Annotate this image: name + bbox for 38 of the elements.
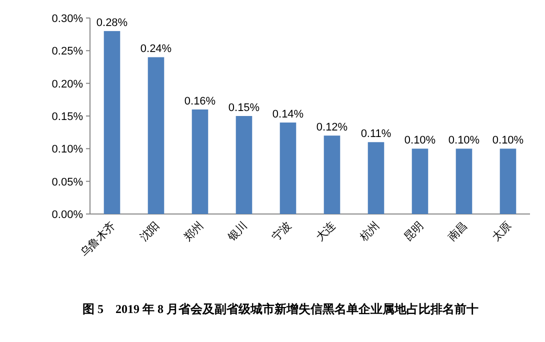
caption: 图 5 2019 年 8 月省会及副省级城市新增失信黑名单企业属地占比排名前十 <box>82 302 478 316</box>
y-tick-label: 0.05% <box>52 176 84 188</box>
x-tick-label: 乌鲁木齐 <box>78 218 118 260</box>
x-tick-label: 大连 <box>313 218 338 244</box>
bar <box>280 122 296 214</box>
bar <box>500 148 516 214</box>
bar <box>412 148 428 214</box>
data-label: 0.10% <box>404 134 436 147</box>
data-label: 0.10% <box>492 134 524 147</box>
y-tick-label: 0.00% <box>52 209 84 221</box>
y-tick-label: 0.20% <box>52 78 84 90</box>
x-tick-label: 昆明 <box>402 220 426 244</box>
bar <box>148 57 164 214</box>
data-label: 0.10% <box>448 134 480 147</box>
data-label: 0.24% <box>140 43 172 56</box>
x-tick-label: 杭州 <box>356 218 382 244</box>
x-tick-label: 宁波 <box>269 218 294 244</box>
data-label: 0.14% <box>272 108 304 121</box>
x-tick-label: 太原 <box>489 218 514 244</box>
y-tick-label: 0.15% <box>52 111 84 123</box>
data-label: 0.16% <box>184 95 216 108</box>
data-label: 0.15% <box>228 102 260 114</box>
bar <box>324 136 340 214</box>
x-tick-label: 南昌 <box>445 218 470 244</box>
data-label: 0.12% <box>316 122 348 134</box>
x-tick-label: 沈阳 <box>137 218 162 244</box>
x-tick-label: 郑州 <box>181 218 206 244</box>
y-tick-label: 0.30% <box>52 13 84 25</box>
y-tick-label: 0.10% <box>52 144 84 156</box>
data-label: 0.11% <box>360 128 392 140</box>
x-tick-label: 银川 <box>224 218 250 244</box>
y-tick-label: 0.25% <box>52 46 84 58</box>
bar <box>236 116 252 214</box>
bar <box>368 142 384 214</box>
bar <box>456 148 472 214</box>
bar <box>104 31 120 214</box>
data-label: 0.28% <box>96 17 128 30</box>
bar <box>192 109 208 214</box>
